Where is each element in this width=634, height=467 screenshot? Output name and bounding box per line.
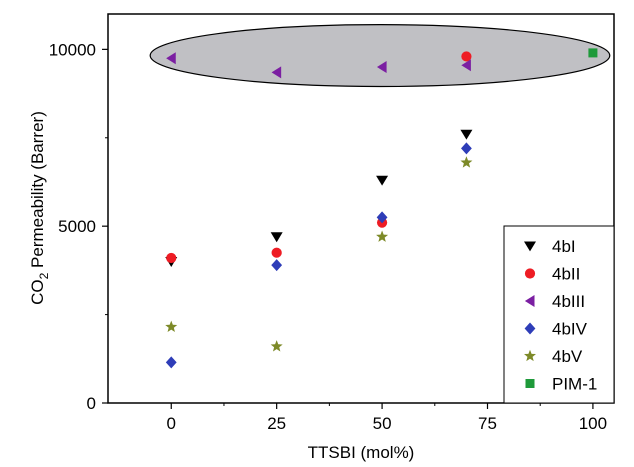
point-PIM-1-0 (588, 48, 598, 58)
point-4bIV-0 (165, 356, 177, 369)
legend-marker-PIM-1 (525, 379, 535, 388)
plot-frame (107, 13, 615, 404)
tick-layer: 0 25 50 75 100 0 5000 10000 (49, 40, 607, 433)
point-4bI-1 (270, 232, 283, 243)
marker-layer (165, 48, 598, 369)
x-axis-label: TTSBI (mol%) (308, 443, 415, 462)
point-4bV-2 (376, 230, 389, 242)
legend: 4bI 4bII 4bIII 4bIV 4bV PIM-1 (503, 225, 615, 404)
legend-label-4bII: 4bII (552, 265, 580, 284)
y-axis-label-main: CO (28, 279, 47, 305)
x-tick-label-25: 25 (267, 414, 286, 433)
point-4bV-1 (270, 340, 283, 352)
point-4bIII-1 (271, 66, 282, 79)
series-4bIV (165, 142, 472, 369)
y-axis-label-subscript: 2 (37, 272, 51, 279)
series-4bV (165, 156, 473, 352)
point-4bIV-3 (461, 142, 472, 155)
legend-marker-4bV (524, 349, 536, 362)
legend-label-4bIII: 4bIII (552, 292, 585, 311)
point-4bI-2 (376, 175, 389, 186)
point-4bI-3 (460, 129, 473, 140)
point-4bIII-2 (376, 61, 387, 74)
series-PIM-1 (588, 48, 598, 58)
y-tick-label-10000: 10000 (49, 40, 96, 59)
point-4bV-0 (165, 320, 178, 333)
highlight-ellipse-0 (149, 24, 611, 88)
legend-marker-4bIV (524, 322, 536, 335)
legend-label-4bIV: 4bIV (552, 320, 588, 339)
x-tick-label-100: 100 (579, 414, 607, 433)
legend-label-4bV: 4bV (552, 347, 583, 366)
legend-label-4bI: 4bI (552, 237, 576, 256)
y-tick-label-5000: 5000 (58, 217, 96, 236)
legend-label-PIM-1: PIM-1 (552, 375, 597, 394)
point-4bII-0 (166, 252, 177, 264)
legend-marker-4bII (524, 268, 536, 279)
point-4bIII-0 (166, 52, 176, 65)
legend-marker-4bI (524, 241, 536, 252)
point-4bIV-2 (376, 211, 388, 224)
series-4bI (165, 129, 473, 267)
legend-marker-4bIII (524, 295, 535, 307)
legend-box (503, 225, 615, 404)
point-4bIV-1 (271, 259, 283, 272)
x-tick-label-75: 75 (478, 414, 497, 433)
point-4bII-3 (461, 51, 472, 62)
y-tick-label-0: 0 (87, 394, 96, 413)
x-tick-label-50: 50 (373, 414, 392, 433)
y-axis-label-rest: Permeability (Barrer) (28, 111, 47, 273)
annotation-layer (149, 24, 611, 88)
y-axis-label: CO2 Permeability (Barrer) (28, 111, 51, 305)
point-4bV-3 (460, 156, 473, 168)
point-4bIII-3 (461, 59, 471, 72)
x-tick-label-0: 0 (167, 414, 176, 433)
point-4bII-1 (271, 247, 282, 258)
series-4bIII (166, 52, 471, 79)
